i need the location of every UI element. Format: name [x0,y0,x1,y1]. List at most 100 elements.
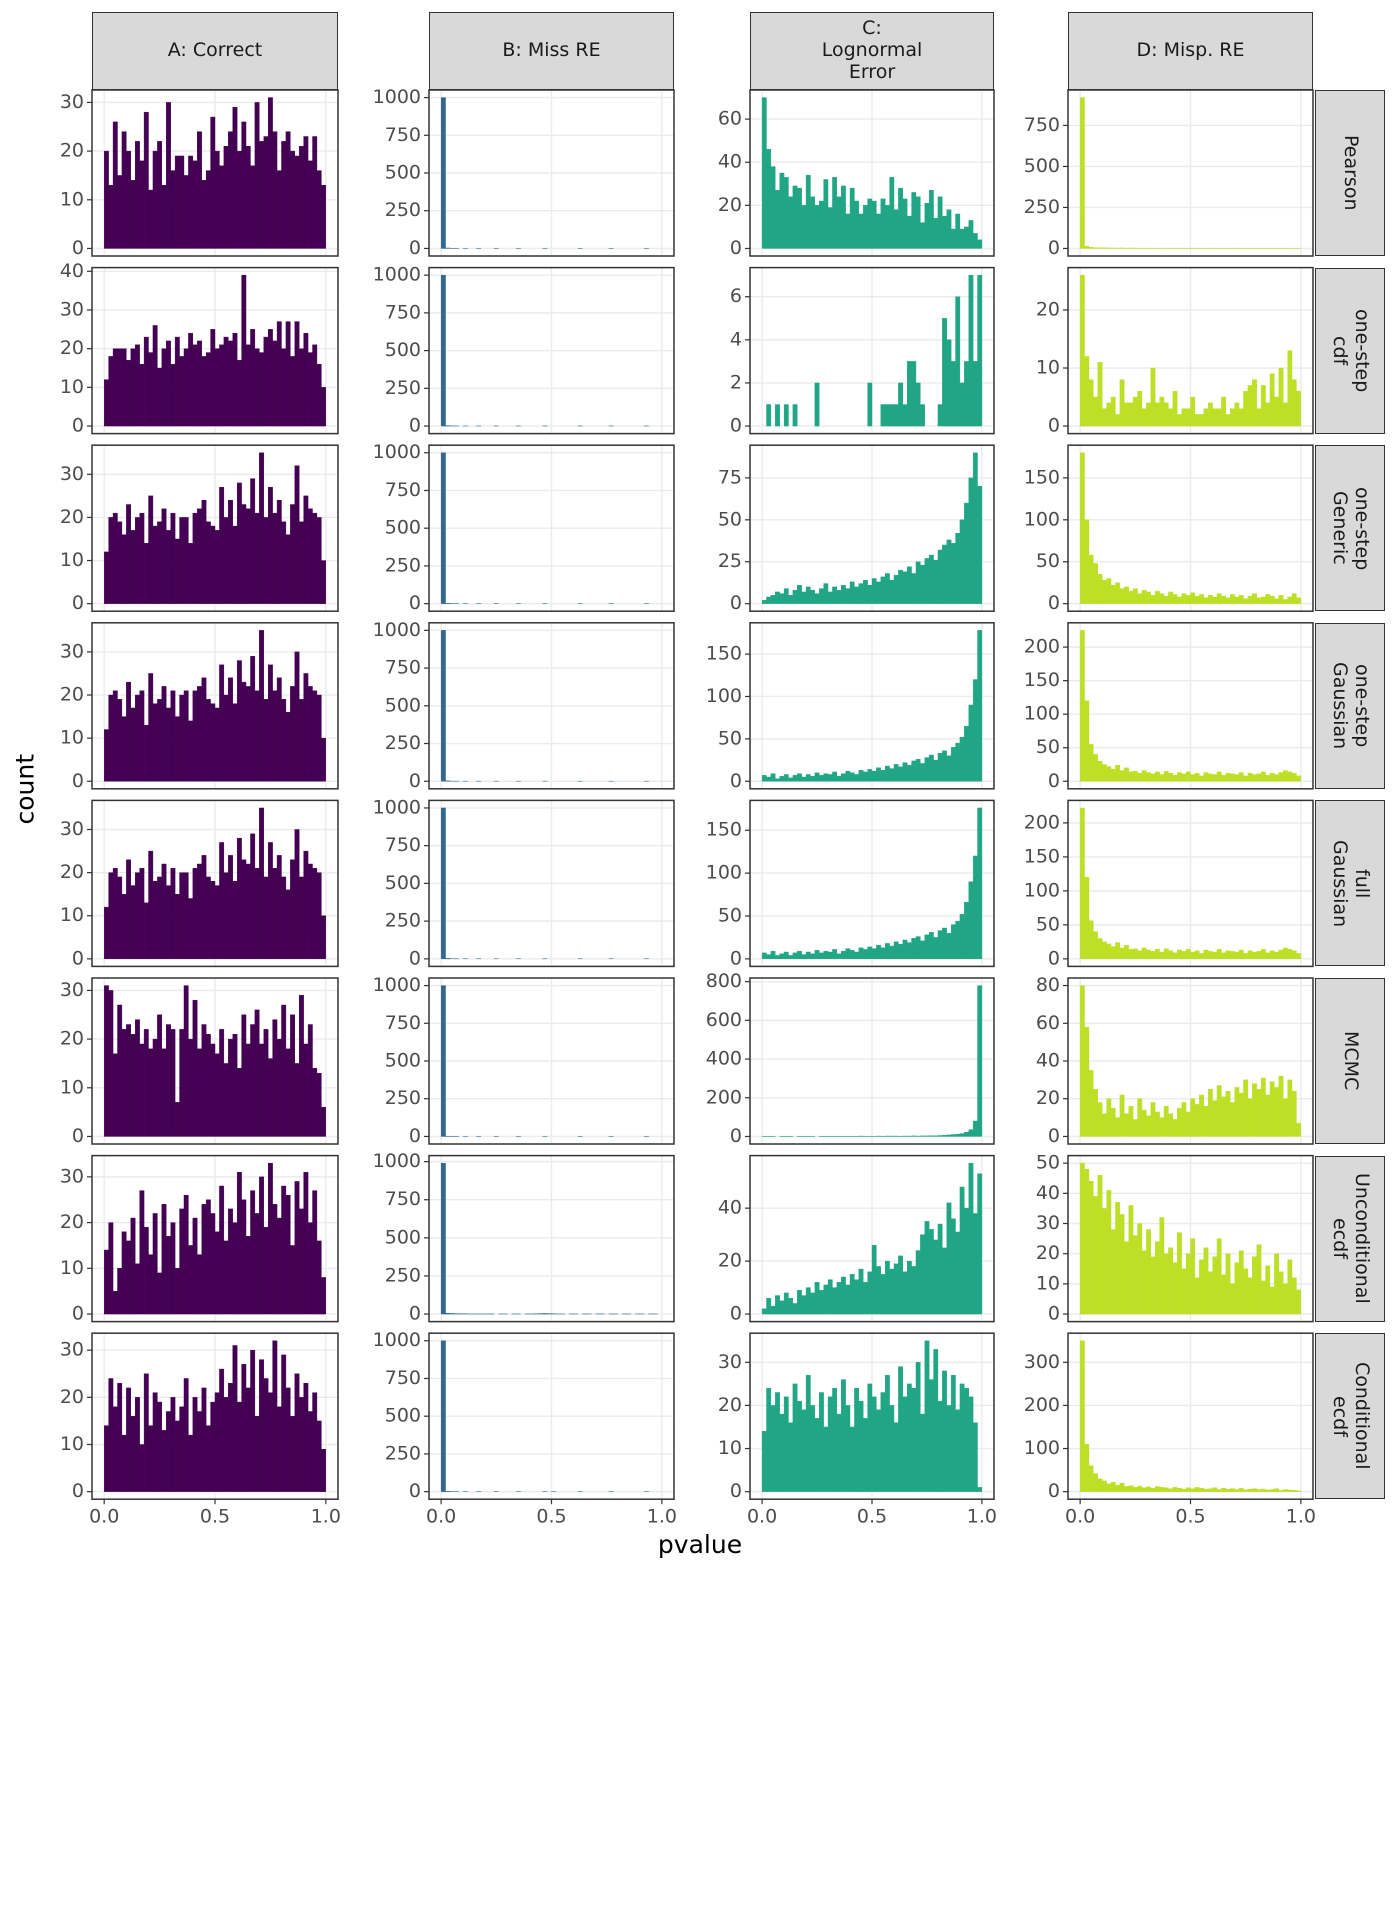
x-tick-label: 0.0 [89,1506,119,1528]
bar [783,1396,789,1492]
bar [183,1378,189,1492]
bar [902,404,908,427]
bar [1097,1478,1103,1492]
bar [1230,1283,1235,1315]
bar [792,590,798,604]
bar [1084,700,1090,782]
y-tick-label: 50 [718,904,742,926]
y-tick-label: 150 [706,643,742,665]
bar [805,174,811,249]
bar [1252,951,1257,960]
bar [1168,1247,1174,1315]
bar [1269,595,1275,604]
bar [1252,593,1257,604]
bar [836,775,842,782]
bar [827,591,833,604]
bar [801,776,807,782]
bar [223,517,229,604]
bar [902,1271,908,1315]
y-tick-label: 500 [385,162,421,184]
bar [285,889,291,960]
bar [876,581,881,604]
y-tick-label: 0 [730,1303,742,1325]
bar [1234,1087,1240,1137]
bar [1084,356,1090,427]
bar [1124,1113,1129,1137]
bar [1110,1481,1116,1492]
bar [188,332,194,427]
bar [241,681,247,782]
bar [232,107,238,249]
bar [766,1297,772,1315]
bar [849,1274,855,1315]
bar [955,213,961,249]
y-tick-label: 0 [72,947,84,969]
bar [867,585,873,604]
bar [1190,592,1196,604]
y-tick-label: 0 [730,237,742,259]
bar [1097,1175,1103,1315]
bar [902,762,908,782]
bar [832,586,838,604]
bar [197,1411,202,1492]
bar [183,175,189,249]
bar [1093,754,1098,782]
bar [312,690,318,782]
bar [126,504,131,604]
y-tick-label: 20 [1036,1087,1060,1109]
bar [166,530,171,604]
bar [810,775,816,782]
bar [1150,951,1156,960]
bar [849,187,855,249]
bar [1203,772,1209,782]
bar [1221,775,1227,782]
bar [946,539,952,604]
bar [946,1134,952,1137]
bar [906,764,912,782]
bar [307,1222,313,1315]
bar [1168,1488,1174,1492]
bar [1247,950,1253,960]
bar [321,387,327,427]
bar [1234,596,1240,604]
bar [112,512,118,604]
bar [214,1231,220,1315]
bar [876,767,881,782]
bar [898,382,903,427]
bar [1221,396,1227,427]
bar [1296,775,1302,782]
bar [223,336,229,427]
bar [871,1245,877,1315]
bar [312,136,318,249]
bar [871,948,877,960]
bar [232,881,238,960]
bar [827,1396,833,1492]
bar [1115,764,1121,782]
bar [836,1413,842,1492]
bar [946,1202,952,1315]
bar [779,593,785,604]
y-tick-label: 0 [1048,770,1060,792]
y-tick-label: 1000 [373,796,421,818]
y-tick-label: 40 [718,151,742,173]
bar [1287,1079,1293,1137]
bar [920,564,925,604]
bar [276,677,282,782]
y-tick-label: 100 [1024,508,1060,530]
bar [245,1043,251,1137]
bar [281,521,287,604]
bar [1194,595,1200,604]
bar [117,521,123,604]
bar [1278,949,1284,960]
bar [1079,807,1085,960]
bar [1132,396,1138,427]
bar [920,763,925,782]
bar [928,1135,934,1137]
bar [775,1295,780,1315]
bar [1230,594,1235,604]
bar [766,404,772,427]
bar [263,1378,269,1492]
bar [1287,949,1293,960]
bar [884,404,890,427]
bar [959,1186,965,1315]
